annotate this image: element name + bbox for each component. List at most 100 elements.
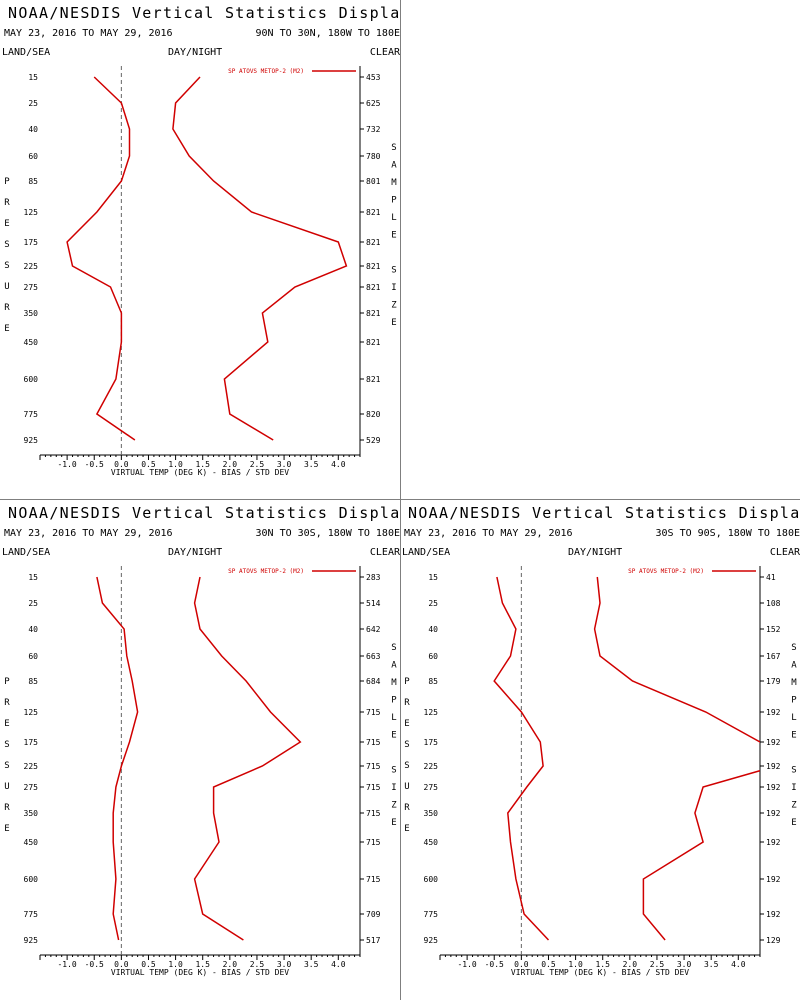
pressure-level-label: 275 bbox=[24, 783, 39, 792]
pressure-level-label: 600 bbox=[24, 375, 39, 384]
x-tick-label: 0.0 bbox=[114, 960, 129, 969]
sample-size-label: 514 bbox=[366, 599, 381, 608]
pressure-level-label: 600 bbox=[24, 875, 39, 884]
stats-panel-south: NOAA/NESDIS Vertical Statistics Display … bbox=[400, 500, 800, 1000]
panel-divider-horizontal bbox=[0, 499, 800, 500]
panel-title: NOAA/NESDIS Vertical Statistics Display bbox=[8, 4, 400, 22]
y-axis-title-letter: R bbox=[4, 698, 10, 708]
x-tick-label: 1.5 bbox=[595, 960, 610, 969]
pressure-level-label: 175 bbox=[424, 738, 439, 747]
pressure-level-label: 175 bbox=[24, 238, 39, 247]
right-axis-title-letter: P bbox=[391, 196, 397, 206]
std-dev-profile-line bbox=[593, 576, 760, 941]
land-sea-label: LAND/SEA bbox=[402, 547, 451, 558]
y-axis-title-letter: U bbox=[404, 782, 409, 792]
panel-title: NOAA/NESDIS Vertical Statistics Display bbox=[8, 504, 400, 522]
x-tick-label: -1.0 bbox=[457, 960, 476, 969]
profile-chart: -1.0 -0.5 0.0 0.5 1.0 1.5 2.0 2.5 3.0 3.5 4.0 VIRTU… bbox=[404, 566, 797, 977]
pressure-level-label: 25 bbox=[428, 599, 438, 608]
bias-profile-line bbox=[66, 76, 136, 441]
x-axis-title: VIRTUAL TEMP (DEG K) - BIAS / STD DEV bbox=[511, 968, 689, 977]
sample-size-label: 715 bbox=[366, 838, 381, 847]
right-axis-title-letter: A bbox=[791, 661, 797, 671]
x-tick-label: 2.0 bbox=[223, 960, 238, 969]
sample-size-label: 192 bbox=[766, 783, 781, 792]
legend-label: SP ATOVS METOP-2 (M2) bbox=[228, 568, 304, 575]
empty-panel bbox=[400, 0, 800, 500]
pressure-level-label: 225 bbox=[24, 262, 39, 271]
right-axis-title-letter: L bbox=[391, 713, 396, 723]
x-tick-label: 0.5 bbox=[141, 960, 156, 969]
sample-size-label: 108 bbox=[766, 599, 781, 608]
sample-size-label: 821 bbox=[366, 375, 381, 384]
sample-size-label: 732 bbox=[366, 125, 381, 134]
stats-panel-tropics: NOAA/NESDIS Vertical Statistics Display … bbox=[0, 500, 400, 1000]
clear-label: CLEAR bbox=[369, 47, 400, 58]
y-axis-title-letter: U bbox=[4, 782, 9, 792]
x-tick-label: 0.5 bbox=[541, 960, 556, 969]
right-axis-title-letter: S bbox=[391, 266, 396, 276]
sample-size-label: 41 bbox=[766, 573, 776, 582]
sample-size-label: 684 bbox=[366, 677, 381, 686]
clear-label: CLEAR bbox=[369, 547, 400, 558]
sample-size-label: 167 bbox=[766, 652, 781, 661]
pressure-level-label: 600 bbox=[424, 875, 439, 884]
sample-size-label: 192 bbox=[766, 738, 781, 747]
x-tick-label: 2.5 bbox=[250, 960, 265, 969]
x-tick-label: 4.0 bbox=[331, 960, 346, 969]
right-axis-title-letter: P bbox=[391, 696, 397, 706]
stats-panel-north: NOAA/NESDIS Vertical Statistics Display … bbox=[0, 0, 400, 500]
pressure-level-label: 225 bbox=[424, 762, 439, 771]
sample-size-label: 715 bbox=[366, 783, 381, 792]
y-axis-title-letter: R bbox=[4, 303, 10, 313]
region-label: 30S TO 90S, 180W TO 180E bbox=[655, 528, 800, 539]
sample-size-label: 152 bbox=[766, 625, 781, 634]
sample-size-label: 780 bbox=[366, 152, 381, 161]
panel-title: NOAA/NESDIS Vertical Statistics Display bbox=[408, 504, 800, 522]
x-tick-label: 3.5 bbox=[704, 960, 719, 969]
pressure-level-label: 350 bbox=[24, 809, 39, 818]
x-tick-label: 1.0 bbox=[568, 960, 583, 969]
pressure-level-label: 60 bbox=[28, 652, 38, 661]
profile-chart: -1.0 -0.5 0.0 0.5 1.0 1.5 2.0 2.5 3.0 3.5 4.0 VIRTU… bbox=[4, 66, 397, 477]
sample-size-label: 642 bbox=[366, 625, 381, 634]
y-axis-title-letter: E bbox=[4, 824, 9, 834]
pressure-level-label: 125 bbox=[424, 708, 439, 717]
y-axis-title-letter: E bbox=[4, 324, 9, 334]
y-axis-title-letter: S bbox=[404, 740, 409, 750]
y-axis-title-letter: E bbox=[404, 719, 409, 729]
right-axis-title-letter: I bbox=[391, 783, 396, 793]
x-axis-title: VIRTUAL TEMP (DEG K) - BIAS / STD DEV bbox=[111, 968, 289, 977]
sample-size-label: 192 bbox=[766, 838, 781, 847]
right-axis-title-letter: I bbox=[791, 783, 796, 793]
pressure-level-label: 85 bbox=[28, 177, 38, 186]
pressure-level-label: 450 bbox=[24, 338, 39, 347]
bias-profile-line bbox=[96, 576, 139, 941]
y-axis-title-letter: R bbox=[4, 198, 10, 208]
sample-size-label: 129 bbox=[766, 936, 781, 945]
right-axis-title-letter: S bbox=[791, 643, 796, 653]
y-axis-title-letter: R bbox=[404, 698, 410, 708]
date-range: MAY 23, 2016 TO MAY 29, 2016 bbox=[4, 528, 173, 539]
pressure-level-label: 15 bbox=[28, 73, 38, 82]
sample-size-label: 821 bbox=[366, 208, 381, 217]
legend-label: SP ATOVS METOP-2 (M2) bbox=[228, 68, 304, 75]
pressure-level-label: 925 bbox=[424, 936, 439, 945]
std-dev-profile-line bbox=[172, 76, 348, 441]
sample-size-label: 192 bbox=[766, 708, 781, 717]
pressure-level-label: 40 bbox=[428, 625, 438, 634]
pressure-level-label: 350 bbox=[424, 809, 439, 818]
pressure-level-label: 85 bbox=[428, 677, 438, 686]
pressure-level-label: 60 bbox=[28, 152, 38, 161]
pressure-level-label: 175 bbox=[24, 738, 39, 747]
pressure-level-label: 450 bbox=[24, 838, 39, 847]
pressure-level-label: 775 bbox=[24, 410, 39, 419]
x-tick-label: 0.5 bbox=[141, 460, 156, 469]
y-axis-title-letter: R bbox=[4, 803, 10, 813]
sample-size-label: 821 bbox=[366, 338, 381, 347]
y-axis-title-letter: S bbox=[4, 240, 9, 250]
x-tick-label: -0.5 bbox=[485, 960, 504, 969]
x-axis-title: VIRTUAL TEMP (DEG K) - BIAS / STD DEV bbox=[111, 468, 289, 477]
pressure-level-label: 775 bbox=[424, 910, 439, 919]
day-night-label: DAY/NIGHT bbox=[168, 47, 223, 58]
